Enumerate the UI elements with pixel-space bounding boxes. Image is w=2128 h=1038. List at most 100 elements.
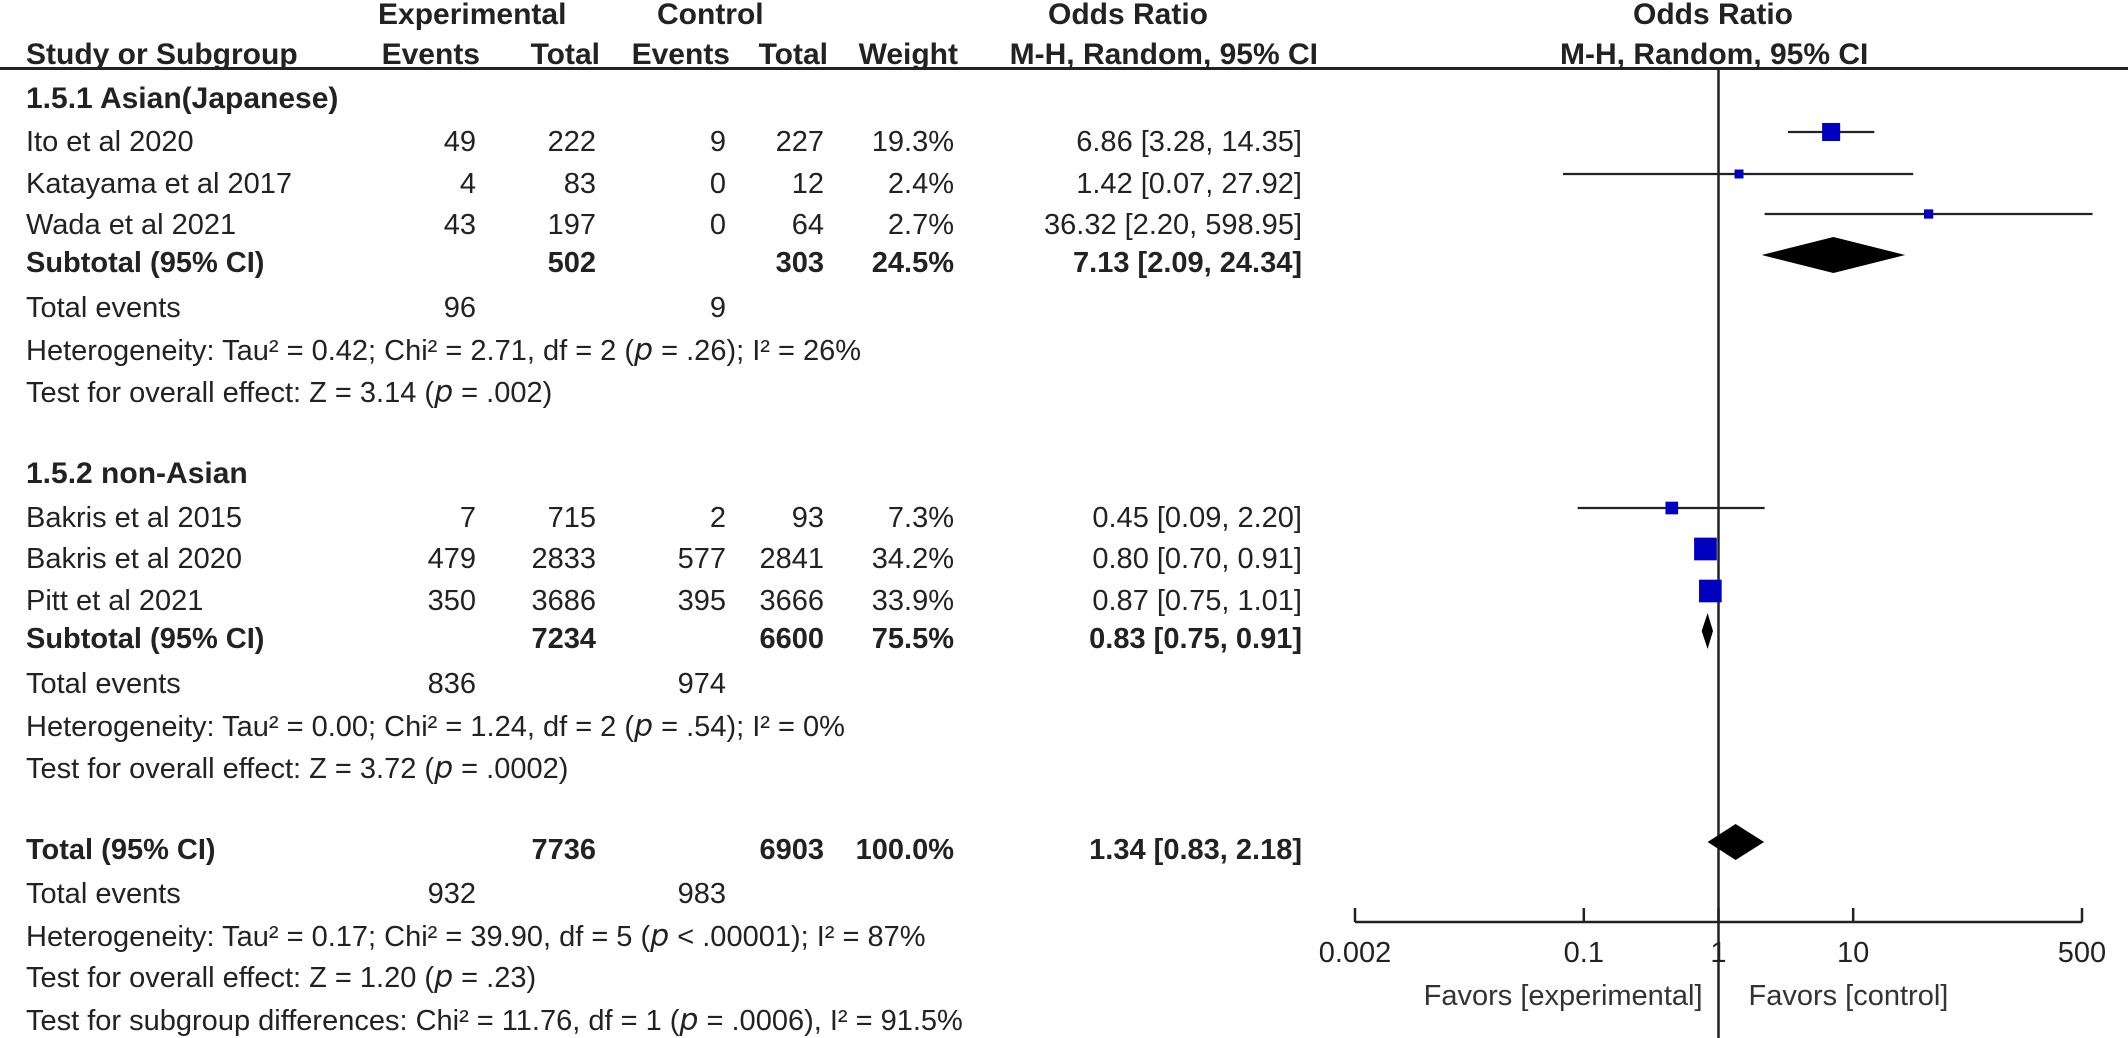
study-name: Wada et al 2021 xyxy=(26,209,237,241)
weight-header: Weight xyxy=(858,38,958,71)
study-marker xyxy=(1699,579,1722,603)
study-column-header: Study or Subgroup xyxy=(26,38,298,71)
control-events: 2 xyxy=(709,502,726,534)
overall-before: Test for overall effect: Z = 3.72 ( xyxy=(26,753,435,785)
weight: 2.4% xyxy=(887,168,954,200)
total-events-control: 974 xyxy=(677,668,726,700)
subtotal-experimental-total: 7234 xyxy=(531,623,596,655)
study-marker xyxy=(1665,501,1679,515)
odds-ratio-plot-header: Odds Ratio xyxy=(1633,0,1794,31)
heterogeneity-before: Heterogeneity: Tau² = 0.00; Chi² = 1.24,… xyxy=(26,711,635,743)
odds-ratio-ci: 6.86 [3.28, 14.35] xyxy=(1076,126,1302,158)
p-symbol: p xyxy=(650,919,670,954)
study-name: Katayama et al 2017 xyxy=(26,168,293,200)
study-marker xyxy=(1694,537,1717,561)
experimental-events: 43 xyxy=(443,209,476,241)
total-events-label: Total events xyxy=(26,878,181,910)
experimental-events: 49 xyxy=(443,126,476,158)
x-tick-label: 500 xyxy=(2058,937,2106,969)
experimental-total: 83 xyxy=(563,168,596,200)
p-symbol: p xyxy=(634,333,654,368)
study-name: Pitt et al 2021 xyxy=(26,585,204,617)
study-name: Bakris et al 2020 xyxy=(26,543,243,575)
experimental-total: 3686 xyxy=(531,585,596,617)
heterogeneity-text: Heterogeneity: Tau² = 0.17; Chi² = 39.90… xyxy=(26,922,926,952)
total-ci: 1.34 [0.83, 2.18] xyxy=(1089,834,1302,866)
weight: 2.7% xyxy=(887,209,954,241)
control-total: 227 xyxy=(775,126,824,158)
odds-ratio-ci: 0.87 [0.75, 1.01] xyxy=(1092,585,1302,617)
summary-diamond xyxy=(1701,613,1713,649)
experimental-events: 350 xyxy=(427,585,476,617)
summary-diamond xyxy=(1707,824,1765,860)
control-total: 2841 xyxy=(759,543,824,575)
favors-experimental-label: Favors [experimental] xyxy=(1424,980,1703,1012)
control-total: 12 xyxy=(791,168,824,200)
experimental-events: 479 xyxy=(427,543,476,575)
study-marker xyxy=(1734,169,1744,179)
heterogeneity-after: < .00001); I² = 87% xyxy=(669,921,926,953)
total-events-control: 983 xyxy=(677,878,726,910)
x-tick-label: 0.1 xyxy=(1564,937,1604,969)
method-column-header: M-H, Random, 95% CI xyxy=(1009,38,1318,71)
subgroup-differences-text: Test for subgroup differences: Chi² = 11… xyxy=(26,1006,963,1036)
study-name: Bakris et al 2015 xyxy=(26,502,243,534)
subtotal-ci: 7.13 [2.09, 24.34] xyxy=(1073,247,1302,279)
overall-after: = .0002) xyxy=(453,753,569,785)
heterogeneity-before: Heterogeneity: Tau² = 0.17; Chi² = 39.90… xyxy=(26,921,651,953)
total-weight: 100.0% xyxy=(855,834,954,866)
total-events-experimental: 932 xyxy=(427,878,476,910)
experimental-events-header: Events xyxy=(381,38,480,71)
control-events: 9 xyxy=(709,126,726,158)
group-title: 1.5.1 Asian(Japanese) xyxy=(26,82,339,115)
overall-before: Test for overall effect: Z = 3.14 ( xyxy=(26,377,435,409)
heterogeneity-after: = .54); I² = 0% xyxy=(653,711,845,743)
overall-effect-text: Test for overall effect: Z = 1.20 (p = .… xyxy=(26,963,536,993)
total-events-control: 9 xyxy=(709,292,726,324)
subtotal-label: Subtotal (95% CI) xyxy=(26,247,265,279)
study-marker xyxy=(1822,122,1841,142)
control-events: 577 xyxy=(677,543,726,575)
study-marker xyxy=(1923,209,1934,219)
heterogeneity-before: Heterogeneity: Tau² = 0.42; Chi² = 2.71,… xyxy=(26,335,635,367)
odds-ratio-ci: 0.45 [0.09, 2.20] xyxy=(1092,502,1302,534)
overall-after: = .23) xyxy=(453,962,537,994)
p-symbol: p xyxy=(434,960,454,995)
total-events-label: Total events xyxy=(26,668,181,700)
subtotal-label: Subtotal (95% CI) xyxy=(26,623,265,655)
p-symbol: p xyxy=(434,375,454,410)
control-events: 395 xyxy=(677,585,726,617)
x-tick-label: 1 xyxy=(1710,937,1726,969)
total-label: Total (95% CI) xyxy=(26,834,216,866)
x-tick-label: 10 xyxy=(1837,937,1869,969)
group-title: 1.5.2 non-Asian xyxy=(26,457,248,490)
overall-before: Test for overall effect: Z = 1.20 ( xyxy=(26,962,435,994)
odds-ratio-ci: 1.42 [0.07, 27.92] xyxy=(1076,168,1302,200)
subtotal-control-total: 6600 xyxy=(759,623,824,655)
subgroup-before: Test for subgroup differences: Chi² = 11… xyxy=(26,1005,680,1037)
weight: 33.9% xyxy=(871,585,954,617)
experimental-total-header: Total xyxy=(530,38,600,71)
experimental-events: 7 xyxy=(459,502,476,534)
total-events-experimental: 96 xyxy=(443,292,476,324)
favors-control-label: Favors [control] xyxy=(1749,980,1949,1012)
total-events-label: Total events xyxy=(26,292,181,324)
weight: 34.2% xyxy=(871,543,954,575)
odds-ratio-ci: 36.32 [2.20, 598.95] xyxy=(1044,209,1302,241)
control-total: 3666 xyxy=(759,585,824,617)
control-events-header: Events xyxy=(631,38,730,71)
experimental-total: 715 xyxy=(547,502,596,534)
study-name: Ito et al 2020 xyxy=(26,126,194,158)
x-tick-label: 0.002 xyxy=(1319,937,1392,969)
control-total: 93 xyxy=(791,502,824,534)
header-rule xyxy=(0,67,2128,70)
total-experimental-total: 7736 xyxy=(531,834,596,866)
p-symbol: p xyxy=(434,751,454,786)
total-control-total: 6903 xyxy=(759,834,824,866)
control-header: Control xyxy=(657,0,764,31)
p-symbol: p xyxy=(634,709,654,744)
odds-ratio-column-header: Odds Ratio xyxy=(1048,0,1209,31)
experimental-total: 222 xyxy=(547,126,596,158)
summary-diamond xyxy=(1761,237,1906,273)
odds-ratio-ci: 0.80 [0.70, 0.91] xyxy=(1092,543,1302,575)
